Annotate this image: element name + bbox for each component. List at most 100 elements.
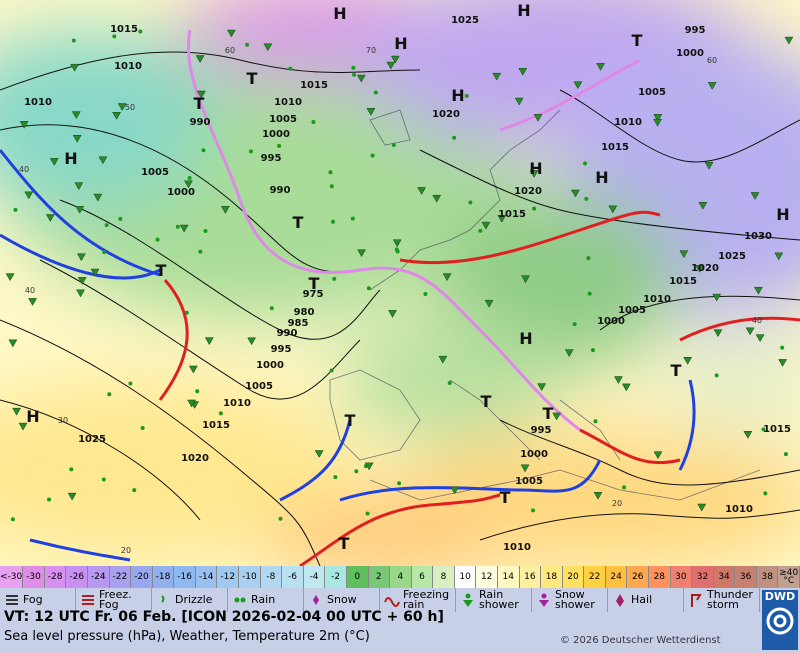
rain-symbol <box>128 381 133 386</box>
rain-shower-symbol <box>12 407 22 416</box>
description: Sea level pressure (hPa), Weather, Tempe… <box>4 629 370 644</box>
rain-shower-symbol <box>653 114 663 122</box>
rain-shower-symbol <box>93 193 103 202</box>
rain-shower-symbol <box>784 36 794 45</box>
rain-shower-symbol <box>484 299 494 308</box>
rain-symbol <box>397 481 402 486</box>
copyright: © 2026 Deutscher Wetterdienst <box>560 635 721 646</box>
rain-shower-symbol <box>76 289 85 298</box>
pressure-center: T <box>309 274 320 293</box>
pressure-center: T <box>247 69 258 88</box>
rain-shower-symbol <box>71 111 81 120</box>
scale-cell: -2 <box>325 566 347 588</box>
rain-symbol <box>333 475 338 480</box>
rain-symbol <box>187 176 192 181</box>
scale-cell: -6 <box>282 566 304 588</box>
scale-cell: -8 <box>260 566 283 588</box>
rain-symbol <box>71 38 76 43</box>
rain-symbol <box>218 411 223 416</box>
rain-shower-symbol <box>492 72 502 81</box>
rain-shower-symbol <box>357 249 366 258</box>
rain-symbol <box>447 380 452 385</box>
scale-cell: 18 <box>541 566 563 588</box>
isobar-label: 1015 <box>202 420 230 431</box>
isobar-label: 1015 <box>669 276 697 287</box>
isobar-label: 1000 <box>262 129 290 140</box>
isobar-label: 990 <box>277 328 298 339</box>
rain-symbol <box>351 65 356 70</box>
legend-icon <box>463 593 473 607</box>
scale-cell: <-30 <box>0 566 24 588</box>
rain-symbol <box>783 452 788 457</box>
isotherm-label: 60 <box>225 46 235 55</box>
isobar-label: 990 <box>190 117 211 128</box>
legend-item: Freez. Fog <box>76 588 152 612</box>
scale-cell: 24 <box>605 566 628 588</box>
rain-shower-symbol <box>704 161 714 170</box>
rain-shower-symbol <box>450 486 460 495</box>
rain-symbol <box>391 142 396 147</box>
rain-symbol <box>329 368 334 373</box>
rain-symbol <box>395 249 400 254</box>
rain-shower-symbol <box>518 68 528 76</box>
isobar-label: 995 <box>685 25 706 36</box>
pressure-center: H <box>517 1 530 20</box>
scale-cell: -4 <box>303 566 326 588</box>
isobar-label: 1025 <box>718 251 746 262</box>
rain-symbol <box>331 219 336 224</box>
legend-item: Fog <box>0 588 76 612</box>
rain-symbol <box>195 389 200 394</box>
isobar-label: 1005 <box>638 87 666 98</box>
isobar-label: 1000 <box>676 48 704 59</box>
rain-shower-symbol <box>698 201 708 210</box>
isobar-label: 1010 <box>223 398 251 409</box>
isobar-label: 1005 <box>269 114 297 125</box>
isobar-label: 1010 <box>114 61 142 72</box>
rain-shower-symbol <box>529 170 539 178</box>
rain-symbol <box>532 206 537 211</box>
legend: Fog Freez. Fog Drizzle Rain Snow Freezing rai… <box>0 588 760 612</box>
isotherm-label: 40 <box>19 165 29 174</box>
rain-symbol <box>478 228 483 233</box>
legend-icon <box>82 595 94 605</box>
rain-symbol <box>112 34 117 39</box>
pressure-center: T <box>632 31 643 50</box>
rain-shower-symbol <box>67 492 77 501</box>
pressure-center: H <box>595 168 608 187</box>
rain-shower-symbol <box>74 182 84 191</box>
legend-item: Snow shower <box>532 588 608 612</box>
rain-shower-symbol <box>417 187 427 195</box>
rain-shower-symbol <box>564 349 574 358</box>
weather-map: 1015 1010 1010 1005 1000 990 1010 1005 1000 995 99… <box>0 0 800 566</box>
scale-cell: 12 <box>476 566 498 588</box>
rain-shower-symbol <box>364 462 374 471</box>
rain-shower-symbol <box>195 55 205 63</box>
rain-symbol <box>104 223 109 228</box>
rain-shower-symbol <box>90 268 100 277</box>
temperature-field <box>0 0 800 566</box>
rain-symbol <box>140 425 145 430</box>
rain-symbol <box>10 517 15 522</box>
scale-cell: 20 <box>562 566 585 588</box>
rain-shower-symbol <box>388 310 397 318</box>
isobar-label: 1015 <box>498 209 526 220</box>
scale-cell: -10 <box>239 566 261 588</box>
rain-shower-symbol <box>8 339 18 348</box>
rain-symbol <box>464 93 469 98</box>
isobar-label: 1000 <box>256 360 284 371</box>
rain-shower-symbol <box>442 273 452 282</box>
isobars <box>0 51 800 566</box>
rain-shower-symbol <box>188 365 198 374</box>
rain-shower-symbol <box>521 275 530 284</box>
legend-item: Rain <box>228 588 304 612</box>
pressure-center: T <box>156 261 167 280</box>
isobar-label: 1010 <box>725 504 753 515</box>
scale-cell: 4 <box>390 566 412 588</box>
rain-symbol <box>370 153 375 158</box>
isobar-label: 1005 <box>141 167 169 178</box>
pressure-center: T <box>481 392 492 411</box>
rain-shower-symbol <box>117 103 127 112</box>
rain-symbol <box>572 322 577 327</box>
isobar-label: 1005 <box>515 476 543 487</box>
rain-shower-symbol <box>570 189 580 198</box>
